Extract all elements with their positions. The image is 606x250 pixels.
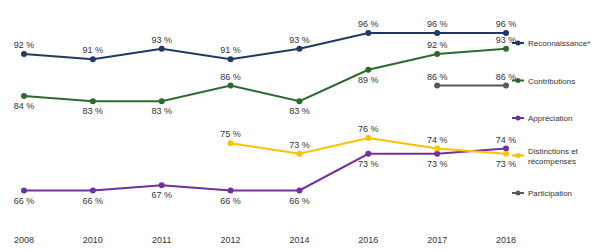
legend-label: Reconnaissance* [528, 39, 590, 48]
data-label: 75 % [220, 129, 241, 139]
series-marker [228, 83, 234, 89]
data-label: 66 % [83, 196, 104, 206]
series-marker [159, 46, 165, 52]
series-marker [159, 182, 165, 188]
data-label: 76 % [358, 124, 379, 134]
data-label: 96 % [427, 19, 448, 29]
data-label: 84 % [14, 101, 35, 111]
series-marker [21, 188, 27, 194]
legend-swatch-marker [516, 116, 521, 121]
plot-area [21, 30, 509, 194]
data-label: 66 % [14, 196, 35, 206]
data-label: 67 % [151, 190, 172, 200]
x-tick-label: 2014 [289, 235, 309, 245]
series-marker [296, 188, 302, 194]
series-marker [503, 46, 509, 52]
series-marker [296, 46, 302, 52]
legend-label: Participation [528, 189, 572, 198]
legend-swatch-marker [516, 78, 521, 83]
series-marker [434, 51, 440, 57]
x-tick-label: 2010 [83, 235, 103, 245]
data-label: 83 % [289, 106, 310, 116]
x-tick-label: 2008 [14, 235, 34, 245]
series-marker [296, 98, 302, 104]
data-label: 66 % [289, 196, 310, 206]
data-label: 92 % [14, 40, 35, 50]
legend-swatch-marker [516, 153, 521, 158]
legend-swatch-marker [516, 41, 521, 46]
data-label: 73 % [427, 159, 448, 169]
data-label: 92 % [427, 40, 448, 50]
data-label: 74 % [427, 135, 448, 145]
series-marker [434, 151, 440, 157]
series-marker [365, 135, 371, 141]
series-marker [503, 83, 509, 89]
series-marker [365, 151, 371, 157]
data-label: 93 % [151, 35, 172, 45]
series-marker [228, 188, 234, 194]
series-marker [159, 98, 165, 104]
data-label: 73 % [496, 159, 517, 169]
series-marker [21, 93, 27, 99]
series-marker [21, 51, 27, 57]
x-tick-label: 2012 [221, 235, 241, 245]
series-line [437, 85, 506, 87]
series-marker [503, 151, 509, 157]
series-marker [365, 67, 371, 73]
data-label: 83 % [83, 106, 104, 116]
chart-svg: 2008 2010 2011 2012 2014 2016 2017 2018 92 % 91 %… [0, 0, 606, 250]
legend-label: Distinctions etrécompenses [528, 147, 579, 166]
series-marker [434, 146, 440, 152]
series-marker [90, 188, 96, 194]
data-label: 74 % [496, 135, 517, 145]
data-labels: 92 % 91 % 93 % 91 % 93 % 96 % 96 % 96 % 84 % 83 %… [14, 19, 517, 206]
series-marker [365, 30, 371, 36]
data-label: 73 % [289, 140, 310, 150]
data-label: 86 % [427, 72, 448, 82]
data-label: 89 % [358, 75, 379, 85]
legend: Reconnaissance* Contributions Appréciation… [512, 39, 590, 198]
x-tick-label: 2016 [358, 235, 378, 245]
data-label: 86 % [220, 72, 241, 82]
series-marker [90, 56, 96, 62]
series-marker [434, 83, 440, 89]
x-tick-label: 2011 [152, 235, 171, 245]
x-tick-label: 2018 [496, 235, 516, 245]
x-tick-label: 2017 [427, 235, 447, 245]
series-marker [434, 30, 440, 36]
legend-swatch-marker [516, 191, 521, 196]
legend-label: Appréciation [528, 114, 572, 123]
series-marker [228, 56, 234, 62]
data-label: 66 % [220, 196, 241, 206]
series-marker [296, 151, 302, 157]
data-label: 73 % [358, 159, 379, 169]
series-line [24, 49, 506, 102]
series-marker [228, 140, 234, 146]
data-label: 91 % [220, 45, 241, 55]
series-line [24, 149, 506, 191]
data-label: 93 % [289, 35, 310, 45]
data-label: 96 % [496, 19, 517, 29]
data-label: 96 % [358, 19, 379, 29]
series-marker [503, 146, 509, 152]
legend-label: Contributions [528, 77, 575, 86]
chart-container: 2008 2010 2011 2012 2014 2016 2017 2018 92 % 91 %… [0, 0, 606, 250]
data-label: 91 % [83, 45, 104, 55]
series-marker [90, 98, 96, 104]
data-label: 83 % [151, 106, 172, 116]
